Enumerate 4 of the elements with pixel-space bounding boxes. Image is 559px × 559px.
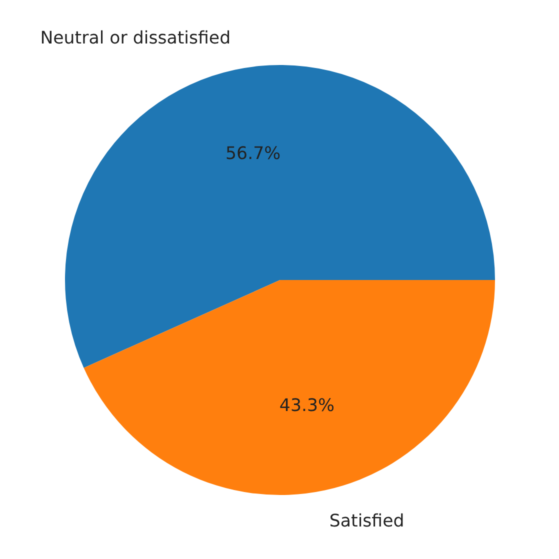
slice-label: Neutral or dissatisfied: [40, 28, 231, 49]
data-label: 56.7%: [226, 144, 281, 164]
slice-label: Satisfied: [329, 511, 404, 532]
data-label: 43.3%: [279, 396, 334, 416]
